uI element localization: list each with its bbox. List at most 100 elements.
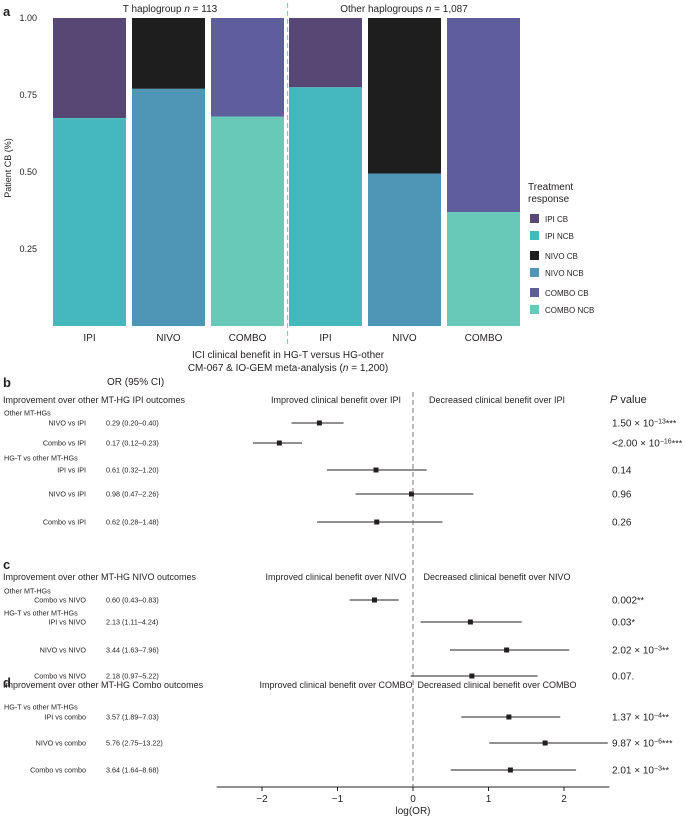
point-estimate-c-1 bbox=[467, 619, 473, 625]
bar-segment-ncb-4 bbox=[368, 173, 441, 326]
bar-segment-ncb-2 bbox=[211, 116, 284, 326]
legend-swatch-5 bbox=[530, 305, 539, 314]
point-estimate-d-1 bbox=[542, 740, 548, 746]
bar-segment-cb-5 bbox=[447, 18, 520, 213]
x-tick-label-2: COMBO bbox=[229, 333, 267, 344]
legend-swatch-3 bbox=[530, 268, 539, 277]
row-or-c-1: 2.13 (1.11–4.24) bbox=[106, 618, 158, 627]
row-or-d-2: 3.64 (1.64–8.68) bbox=[106, 766, 159, 775]
p-value-c-0: 0.002** bbox=[612, 596, 645, 607]
left-note-b: Improved clinical benefit over IPI bbox=[271, 395, 401, 405]
point-estimate-b-4 bbox=[374, 519, 380, 525]
x-tick-label-3: IPI bbox=[319, 333, 331, 344]
p-value-c-2: 2.02 × 10−3** bbox=[612, 645, 669, 657]
legend-swatch-4 bbox=[530, 288, 539, 297]
panel-letter-b: b bbox=[3, 375, 11, 390]
y-tick-label-2: 0.75 bbox=[19, 90, 37, 100]
section-title-d: Improvement over other MT-HG Combo outco… bbox=[3, 680, 204, 690]
bar-segment-ncb-1 bbox=[132, 88, 205, 326]
stacked-bar-chart bbox=[53, 18, 520, 326]
row-or-b-2: 0.61 (0.32–1.20) bbox=[106, 466, 159, 475]
row-or-d-1: 5.76 (2.75–13.22) bbox=[106, 739, 163, 748]
row-label-d-2: Combo vs combo bbox=[30, 766, 86, 775]
panel-letter-d: d bbox=[3, 675, 11, 690]
x-tick-label-5: COMBO bbox=[465, 333, 503, 344]
left-note-d: Improved clinical benefit over COMBO bbox=[259, 680, 412, 690]
x-tick-label-forest-1: −1 bbox=[332, 794, 344, 805]
p-value-d-0: 1.37 × 10−4** bbox=[612, 712, 669, 724]
row-or-c-2: 3.44 (1.63–7.96) bbox=[106, 646, 159, 655]
right-note-d: Decreased clinical benefit over COMBO bbox=[417, 680, 576, 690]
bar-segment-ncb-0 bbox=[53, 118, 126, 326]
p-value-b-3: 0.96 bbox=[612, 490, 632, 501]
row-group-label-c-0: Other MT-HGs bbox=[4, 587, 51, 596]
p-value-c-1: 0.03* bbox=[612, 618, 635, 629]
legend-label-2: NIVO CB bbox=[545, 252, 578, 261]
x-tick-label-forest-3: 1 bbox=[486, 794, 492, 805]
row-or-b-1: 0.17 (0.12–0.23) bbox=[106, 439, 159, 448]
row-or-c-0: 0.60 (0.43–0.83) bbox=[106, 596, 159, 605]
row-label-c-0: Combo vs NIVO bbox=[34, 596, 86, 605]
row-or-c-3: 2.18 (0.97–5.22) bbox=[106, 672, 159, 681]
group-title-t-haplogroup: T haplogroup n = 113 bbox=[123, 4, 218, 15]
x-tick-label-forest-0: −2 bbox=[256, 794, 268, 805]
legend-swatch-1 bbox=[530, 231, 539, 240]
p-value-d-1: 9.87 × 10−6*** bbox=[612, 738, 673, 750]
point-estimate-b-1 bbox=[276, 440, 282, 446]
bar-segment-cb-2 bbox=[211, 18, 284, 117]
section-title-c: Improvement over other MT-HG NIVO outcom… bbox=[3, 572, 197, 582]
legend-label-1: IPI NCB bbox=[545, 232, 574, 241]
row-label-b-4: Combo vs IPI bbox=[43, 518, 86, 527]
section-title-b: Improvement over other MT-HG IPI outcome… bbox=[3, 395, 186, 405]
row-or-b-4: 0.62 (0.28–1.48) bbox=[106, 518, 159, 527]
row-label-b-2: IPI vs IPI bbox=[57, 466, 86, 475]
row-or-b-0: 0.29 (0.20–0.40) bbox=[106, 419, 159, 428]
pvalue-column-header: P value bbox=[610, 394, 647, 406]
legend-title-line1: Treatment bbox=[528, 182, 573, 193]
x-tick-label-0: IPI bbox=[83, 333, 95, 344]
point-estimate-c-0 bbox=[371, 597, 377, 603]
legend-label-5: COMBO NCB bbox=[545, 306, 594, 315]
point-estimate-b-0 bbox=[316, 420, 322, 426]
row-or-d-0: 3.57 (1.89–7.03) bbox=[106, 713, 159, 722]
row-group-label-d-0: HG-T vs other MT-HGs bbox=[4, 703, 78, 712]
p-value-c-3: 0.07. bbox=[612, 672, 634, 683]
y-tick-label-1: 0.50 bbox=[19, 167, 37, 177]
legend-swatch-0 bbox=[530, 214, 539, 223]
right-note-c: Decreased clinical benefit over NIVO bbox=[423, 572, 570, 582]
row-label-c-1: IPI vs NIVO bbox=[48, 618, 86, 627]
x-tick-label-4: NIVO bbox=[392, 333, 417, 344]
legend-label-3: NIVO NCB bbox=[545, 269, 584, 278]
p-value-b-4: 0.26 bbox=[612, 518, 632, 529]
y-axis-label: Patient CB (%) bbox=[3, 138, 13, 198]
x-tick-label-forest-4: 2 bbox=[561, 794, 567, 805]
bar-segment-cb-4 bbox=[368, 18, 441, 174]
legend-swatch-2 bbox=[530, 251, 539, 260]
left-note-c: Improved clinical benefit over NIVO bbox=[265, 572, 406, 582]
y-tick-label-3: 1.00 bbox=[19, 13, 37, 23]
row-group-label-c-1: HG-T vs other MT-HGs bbox=[4, 609, 78, 618]
x-axis-label-line1: ICI clinical benefit in HG-T versus HG-o… bbox=[192, 350, 385, 361]
row-group-label-b-0: Other MT-HGs bbox=[4, 409, 51, 418]
row-group-label-b-2: HG-T vs other MT-HGs bbox=[4, 454, 78, 463]
row-label-b-3: NIVO vs IPI bbox=[48, 490, 86, 499]
p-value-d-2: 2.01 × 10−3** bbox=[612, 765, 669, 777]
legend-label-0: IPI CB bbox=[545, 215, 568, 224]
point-estimate-d-0 bbox=[506, 714, 512, 720]
forest-plot: OR (95% CI) P value b Improvement over othe… bbox=[3, 375, 683, 817]
group-title-other-haplogroups: Other haplogroups n = 1,087 bbox=[340, 4, 468, 15]
row-label-d-1: NIVO vs combo bbox=[36, 739, 86, 748]
panel-letter-a: a bbox=[3, 4, 11, 19]
row-label-b-1: Combo vs IPI bbox=[43, 439, 86, 448]
row-label-c-2: NIVO vs NIVO bbox=[40, 646, 87, 655]
x-tick-label-1: NIVO bbox=[156, 333, 181, 344]
legend-title-line2: response bbox=[528, 194, 570, 205]
or-column-header: OR (95% CI) bbox=[107, 377, 164, 388]
row-label-b-0: NIVO vs IPI bbox=[48, 419, 86, 428]
panel-letter-c: c bbox=[3, 557, 10, 572]
x-axis-label-line2: CM-067 & IO-GEM meta-analysis (n = 1,200… bbox=[188, 363, 388, 374]
y-tick-label-0: 0.25 bbox=[19, 244, 37, 254]
right-note-b: Decreased clinical benefit over IPI bbox=[429, 395, 565, 405]
